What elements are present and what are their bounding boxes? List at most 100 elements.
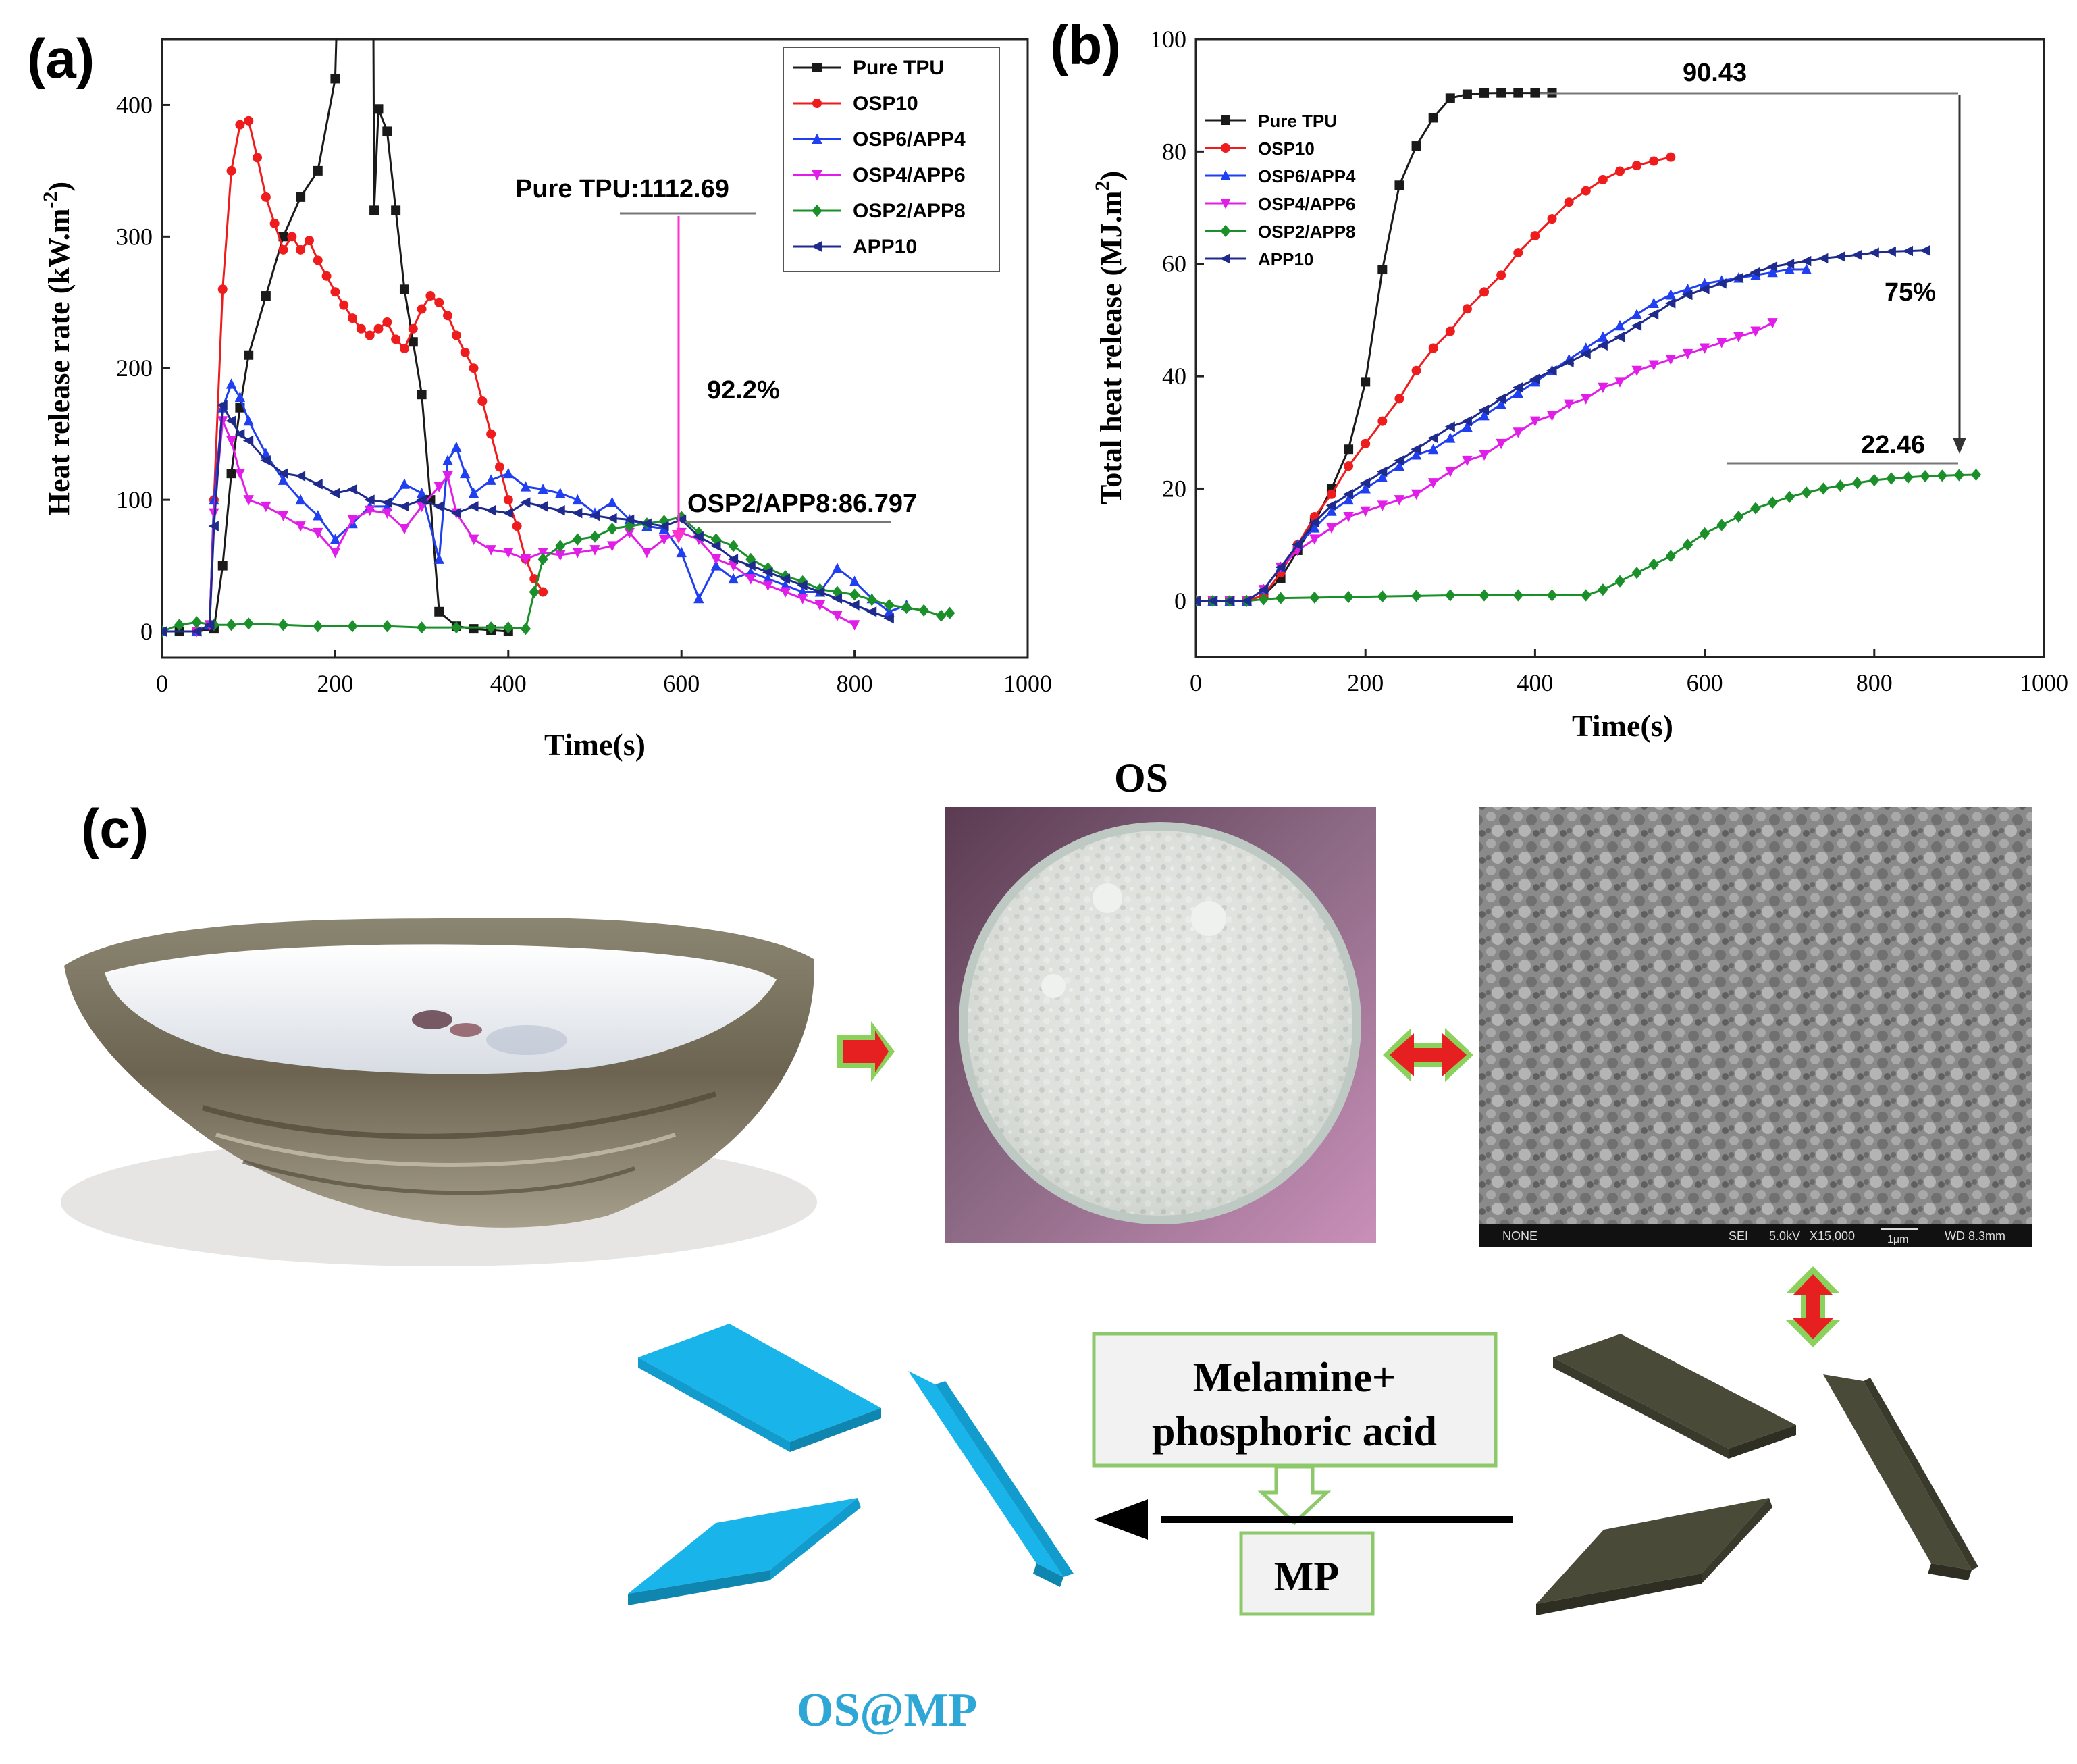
x-axis-title-a: Time(s) bbox=[544, 727, 646, 762]
data-point bbox=[1699, 343, 1710, 354]
data-point bbox=[1462, 89, 1472, 99]
data-point bbox=[606, 541, 618, 552]
data-point bbox=[1766, 261, 1778, 272]
data-point bbox=[485, 474, 496, 485]
reduction-arrowhead-b bbox=[1953, 438, 1966, 454]
data-point bbox=[1427, 432, 1438, 444]
data-point bbox=[529, 586, 540, 598]
data-point bbox=[369, 205, 379, 215]
data-point bbox=[408, 337, 418, 347]
data-point bbox=[1411, 449, 1422, 460]
data-point bbox=[1428, 343, 1438, 353]
data-point bbox=[1478, 405, 1490, 415]
peak-annotation-text: Pure TPU:1112.69 bbox=[515, 175, 729, 203]
data-point bbox=[244, 350, 254, 360]
data-point bbox=[391, 205, 401, 215]
data-point bbox=[278, 244, 288, 255]
data-point bbox=[295, 494, 306, 505]
data-point bbox=[589, 510, 600, 521]
data-point bbox=[261, 501, 271, 513]
sem-bar-mode: SEI bbox=[1729, 1229, 1748, 1243]
data-point bbox=[1309, 534, 1320, 545]
data-point bbox=[1546, 365, 1557, 376]
data-point bbox=[520, 623, 531, 635]
data-point bbox=[658, 534, 670, 545]
reaction-arrowhead bbox=[1094, 1499, 1148, 1540]
data-point bbox=[278, 474, 289, 485]
data-point bbox=[485, 545, 496, 556]
data-point bbox=[1479, 450, 1490, 461]
legend-marker bbox=[812, 133, 822, 144]
data-point bbox=[1801, 486, 1812, 499]
data-point bbox=[1716, 278, 1727, 289]
y-tick-label: 100 bbox=[116, 486, 153, 513]
data-point bbox=[866, 606, 877, 617]
data-point bbox=[1496, 88, 1506, 98]
data-point bbox=[261, 291, 271, 301]
x-tick-label: 400 bbox=[1517, 669, 1553, 696]
data-point bbox=[1411, 141, 1421, 151]
legend-marker bbox=[812, 63, 822, 72]
data-point bbox=[217, 284, 228, 294]
data-point bbox=[1699, 284, 1710, 294]
data-point bbox=[1326, 489, 1336, 499]
data-point bbox=[1783, 259, 1795, 269]
data-point bbox=[814, 586, 825, 598]
data-point bbox=[381, 497, 392, 508]
data-point bbox=[294, 471, 306, 482]
data-point bbox=[1359, 477, 1371, 488]
data-point bbox=[1309, 517, 1319, 528]
legend-marker bbox=[1221, 143, 1230, 153]
os-powder-photo bbox=[945, 807, 1376, 1243]
data-point bbox=[554, 505, 565, 516]
data-point bbox=[1326, 523, 1337, 534]
data-point bbox=[1462, 421, 1473, 432]
data-point bbox=[451, 330, 461, 340]
y-tick-label: 40 bbox=[1162, 363, 1186, 390]
series-osp2-app8 bbox=[162, 511, 955, 638]
x-tick-label: 200 bbox=[1347, 669, 1384, 696]
y-tick-label: 60 bbox=[1162, 251, 1186, 278]
data-point bbox=[762, 567, 773, 578]
data-point bbox=[244, 115, 254, 126]
data-point bbox=[1581, 394, 1592, 405]
data-point bbox=[477, 396, 488, 406]
data-point bbox=[1394, 180, 1404, 190]
data-point bbox=[797, 594, 808, 604]
data-point bbox=[296, 192, 306, 202]
data-point bbox=[1733, 332, 1744, 343]
data-point bbox=[1547, 214, 1557, 224]
reagent-box: Melamine+ phosphoric acid bbox=[1092, 1332, 1498, 1468]
oyster-shell-photo bbox=[61, 918, 817, 1266]
data-point bbox=[727, 554, 739, 565]
data-point bbox=[1377, 500, 1388, 511]
data-point bbox=[1648, 297, 1659, 308]
data-point bbox=[450, 507, 461, 519]
data-point bbox=[866, 594, 877, 606]
data-point bbox=[226, 469, 236, 479]
data-point bbox=[243, 495, 254, 506]
data-point bbox=[1580, 348, 1591, 359]
legend-label: OSP4/APP6 bbox=[1258, 194, 1356, 214]
data-point bbox=[537, 484, 548, 494]
arrow-shell-to-powder bbox=[837, 1021, 895, 1082]
axes-a: 0 200 400 600 800 1000 0 100 200 300 400 bbox=[116, 91, 1052, 697]
data-point bbox=[1258, 584, 1269, 595]
data-point bbox=[260, 455, 271, 466]
data-point bbox=[1496, 398, 1506, 409]
blue-plate bbox=[638, 1324, 881, 1452]
data-point bbox=[234, 469, 246, 479]
data-point bbox=[356, 323, 366, 334]
series-osp2-app8 bbox=[1196, 468, 1982, 607]
data-point bbox=[339, 300, 349, 310]
data-point bbox=[832, 586, 843, 598]
legend-a: Pure TPU OSP10 OSP6/APP4 OSP4/APP6 OSP2/APP8… bbox=[783, 47, 1000, 272]
down-arrow-to-mp bbox=[1257, 1465, 1332, 1526]
data-point bbox=[520, 554, 531, 565]
reduction-arrowhead-a bbox=[672, 530, 685, 544]
x-tick-label: 1000 bbox=[1003, 670, 1052, 697]
data-point bbox=[1513, 589, 1523, 602]
data-point bbox=[728, 561, 739, 571]
data-point bbox=[399, 478, 410, 489]
data-point bbox=[313, 620, 323, 633]
